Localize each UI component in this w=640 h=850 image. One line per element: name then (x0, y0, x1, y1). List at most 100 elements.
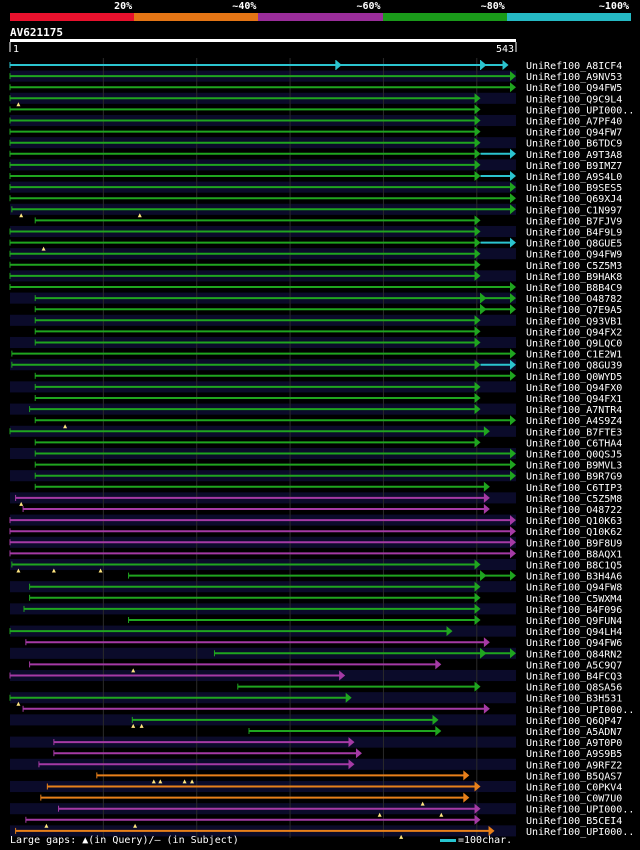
hit-end-arrow (435, 659, 442, 670)
hit-name-label: UniRef100_B9IMZ7 (526, 161, 622, 172)
hit-name-label: UniRef100_C6THA4 (526, 438, 622, 449)
query-gap-marker (19, 213, 24, 218)
hit-end-arrow (474, 115, 481, 126)
hit-end-arrow (474, 148, 481, 159)
query-gap-marker (98, 568, 103, 573)
hit-name-label: UniRef100_Q94FW6 (526, 638, 622, 649)
hit-end-arrow (510, 415, 516, 426)
hit-name-label: UniRef100_Q84RN2 (526, 649, 622, 660)
hit-end-arrow (474, 248, 481, 259)
hit-end-arrow (474, 226, 481, 237)
hit-end-arrow (474, 337, 481, 348)
query-gap-marker (399, 834, 404, 839)
hit-end-arrow (510, 648, 516, 659)
query-gap-marker (420, 801, 425, 806)
hit-end-arrow (474, 104, 481, 115)
query-gap-marker (190, 779, 195, 784)
legend-label: ~100% (598, 1, 629, 12)
hit-end-arrow (474, 137, 481, 148)
hit-name-label: UniRef100_C5Z5M8 (526, 494, 622, 505)
query-gap-marker (44, 823, 49, 828)
hit-end-arrow (483, 426, 490, 437)
hit-name-label: UniRef100_Q9C9L4 (526, 94, 622, 105)
hit-end-arrow (474, 615, 481, 625)
legend-segment (506, 13, 631, 21)
large-gaps-legend: Large gaps: ▲(in Query)/– (in Subject) (10, 835, 239, 846)
hit-name-label: UniRef100_B5QAS7 (526, 771, 622, 782)
query-gap-marker (151, 779, 156, 784)
hit-extension-arrow (510, 148, 516, 159)
query-gap-marker (16, 701, 21, 706)
query-gap-marker (41, 246, 46, 251)
hit-name-label: UniRef100_A9S4L0 (526, 172, 622, 183)
hit-end-arrow (474, 171, 481, 181)
hit-end-arrow (510, 370, 516, 381)
query-name: AV621175 (10, 26, 63, 39)
hit-name-label: UniRef100_C1N997 (526, 205, 622, 216)
hit-name-label: UniRef100_Q8SA56 (526, 683, 622, 694)
hit-inner-arrow (480, 60, 487, 70)
hit-end-arrow (510, 548, 516, 559)
hit-name-label: UniRef100_Q9LQC0 (526, 339, 622, 350)
hit-name-label: UniRef100_A5ADN7 (526, 727, 622, 738)
hit-end-arrow (474, 681, 481, 692)
hit-name-label: UniRef100_Q8GUE5 (526, 239, 622, 250)
hit-end-arrow (474, 359, 481, 370)
query-gap-marker (51, 568, 56, 573)
hit-end-arrow (474, 237, 481, 248)
query-gap-marker (16, 102, 21, 107)
hit-name-label: UniRef100_O48782 (526, 294, 622, 305)
hit-name-label: UniRef100_Q9FUN4 (526, 616, 622, 627)
hit-end-arrow (463, 770, 470, 781)
hit-end-arrow (483, 703, 490, 714)
hit-end-arrow (483, 504, 490, 514)
hit-end-arrow (510, 470, 516, 481)
hit-inner-arrow (480, 570, 487, 581)
hit-end-arrow (483, 481, 490, 492)
hit-end-arrow (510, 71, 516, 82)
hit-end-arrow (474, 559, 481, 570)
query-gap-marker (63, 424, 68, 429)
hit-end-arrow (474, 592, 481, 603)
legend-label: ~80% (480, 1, 505, 12)
hit-end-arrow (474, 393, 481, 403)
hit-end-arrow (510, 348, 516, 359)
legend-label: ~60% (356, 1, 381, 12)
hit-name-label: UniRef100_Q0QSJ5 (526, 450, 622, 461)
hit-end-arrow (483, 492, 490, 503)
hit-name-label: UniRef100_A9RFZ2 (526, 760, 622, 771)
hit-name-label: UniRef100_A7NTR4 (526, 405, 622, 416)
hit-name-label: UniRef100_B8B4C9 (526, 283, 622, 294)
hit-end-arrow (474, 814, 481, 825)
hit-end-arrow (510, 570, 516, 581)
hit-end-arrow (510, 304, 516, 315)
legend-segment (382, 13, 507, 21)
hit-name-label: UniRef100_Q94FX2 (526, 327, 622, 338)
legend-segment (134, 13, 259, 21)
hit-end-arrow (474, 126, 481, 137)
hit-end-arrow (510, 448, 516, 459)
legend-segment (10, 13, 135, 21)
hit-extension-arrow (510, 171, 516, 181)
hit-end-arrow (339, 670, 346, 681)
legend-label: 20% (114, 1, 133, 12)
scale-legend: =100char. (440, 835, 512, 846)
hit-name-label: UniRef100_UPI000.. (526, 705, 634, 716)
hit-name-label: UniRef100_A9NV53 (526, 72, 622, 83)
identity-legend: 20% ~40% ~60% ~80% ~100% (10, 0, 631, 22)
hit-end-arrow (502, 60, 509, 70)
hit-end-arrow (474, 781, 481, 792)
hit-end-arrow (355, 748, 362, 759)
hit-name-label: UniRef100_Q7E9A5 (526, 305, 622, 316)
hit-name-label: UniRef100_Q0WYD5 (526, 372, 622, 383)
hit-end-arrow (510, 193, 516, 204)
query-ruler (10, 39, 516, 42)
hit-end-arrow (474, 803, 481, 814)
hit-name-label: UniRef100_B3H531 (526, 694, 622, 705)
query-gap-marker (377, 812, 382, 817)
hit-end-arrow (474, 581, 481, 592)
hit-end-arrow (510, 537, 516, 548)
hit-name-label: UniRef100_A9T3A8 (526, 150, 622, 161)
hit-end-arrow (474, 437, 481, 448)
